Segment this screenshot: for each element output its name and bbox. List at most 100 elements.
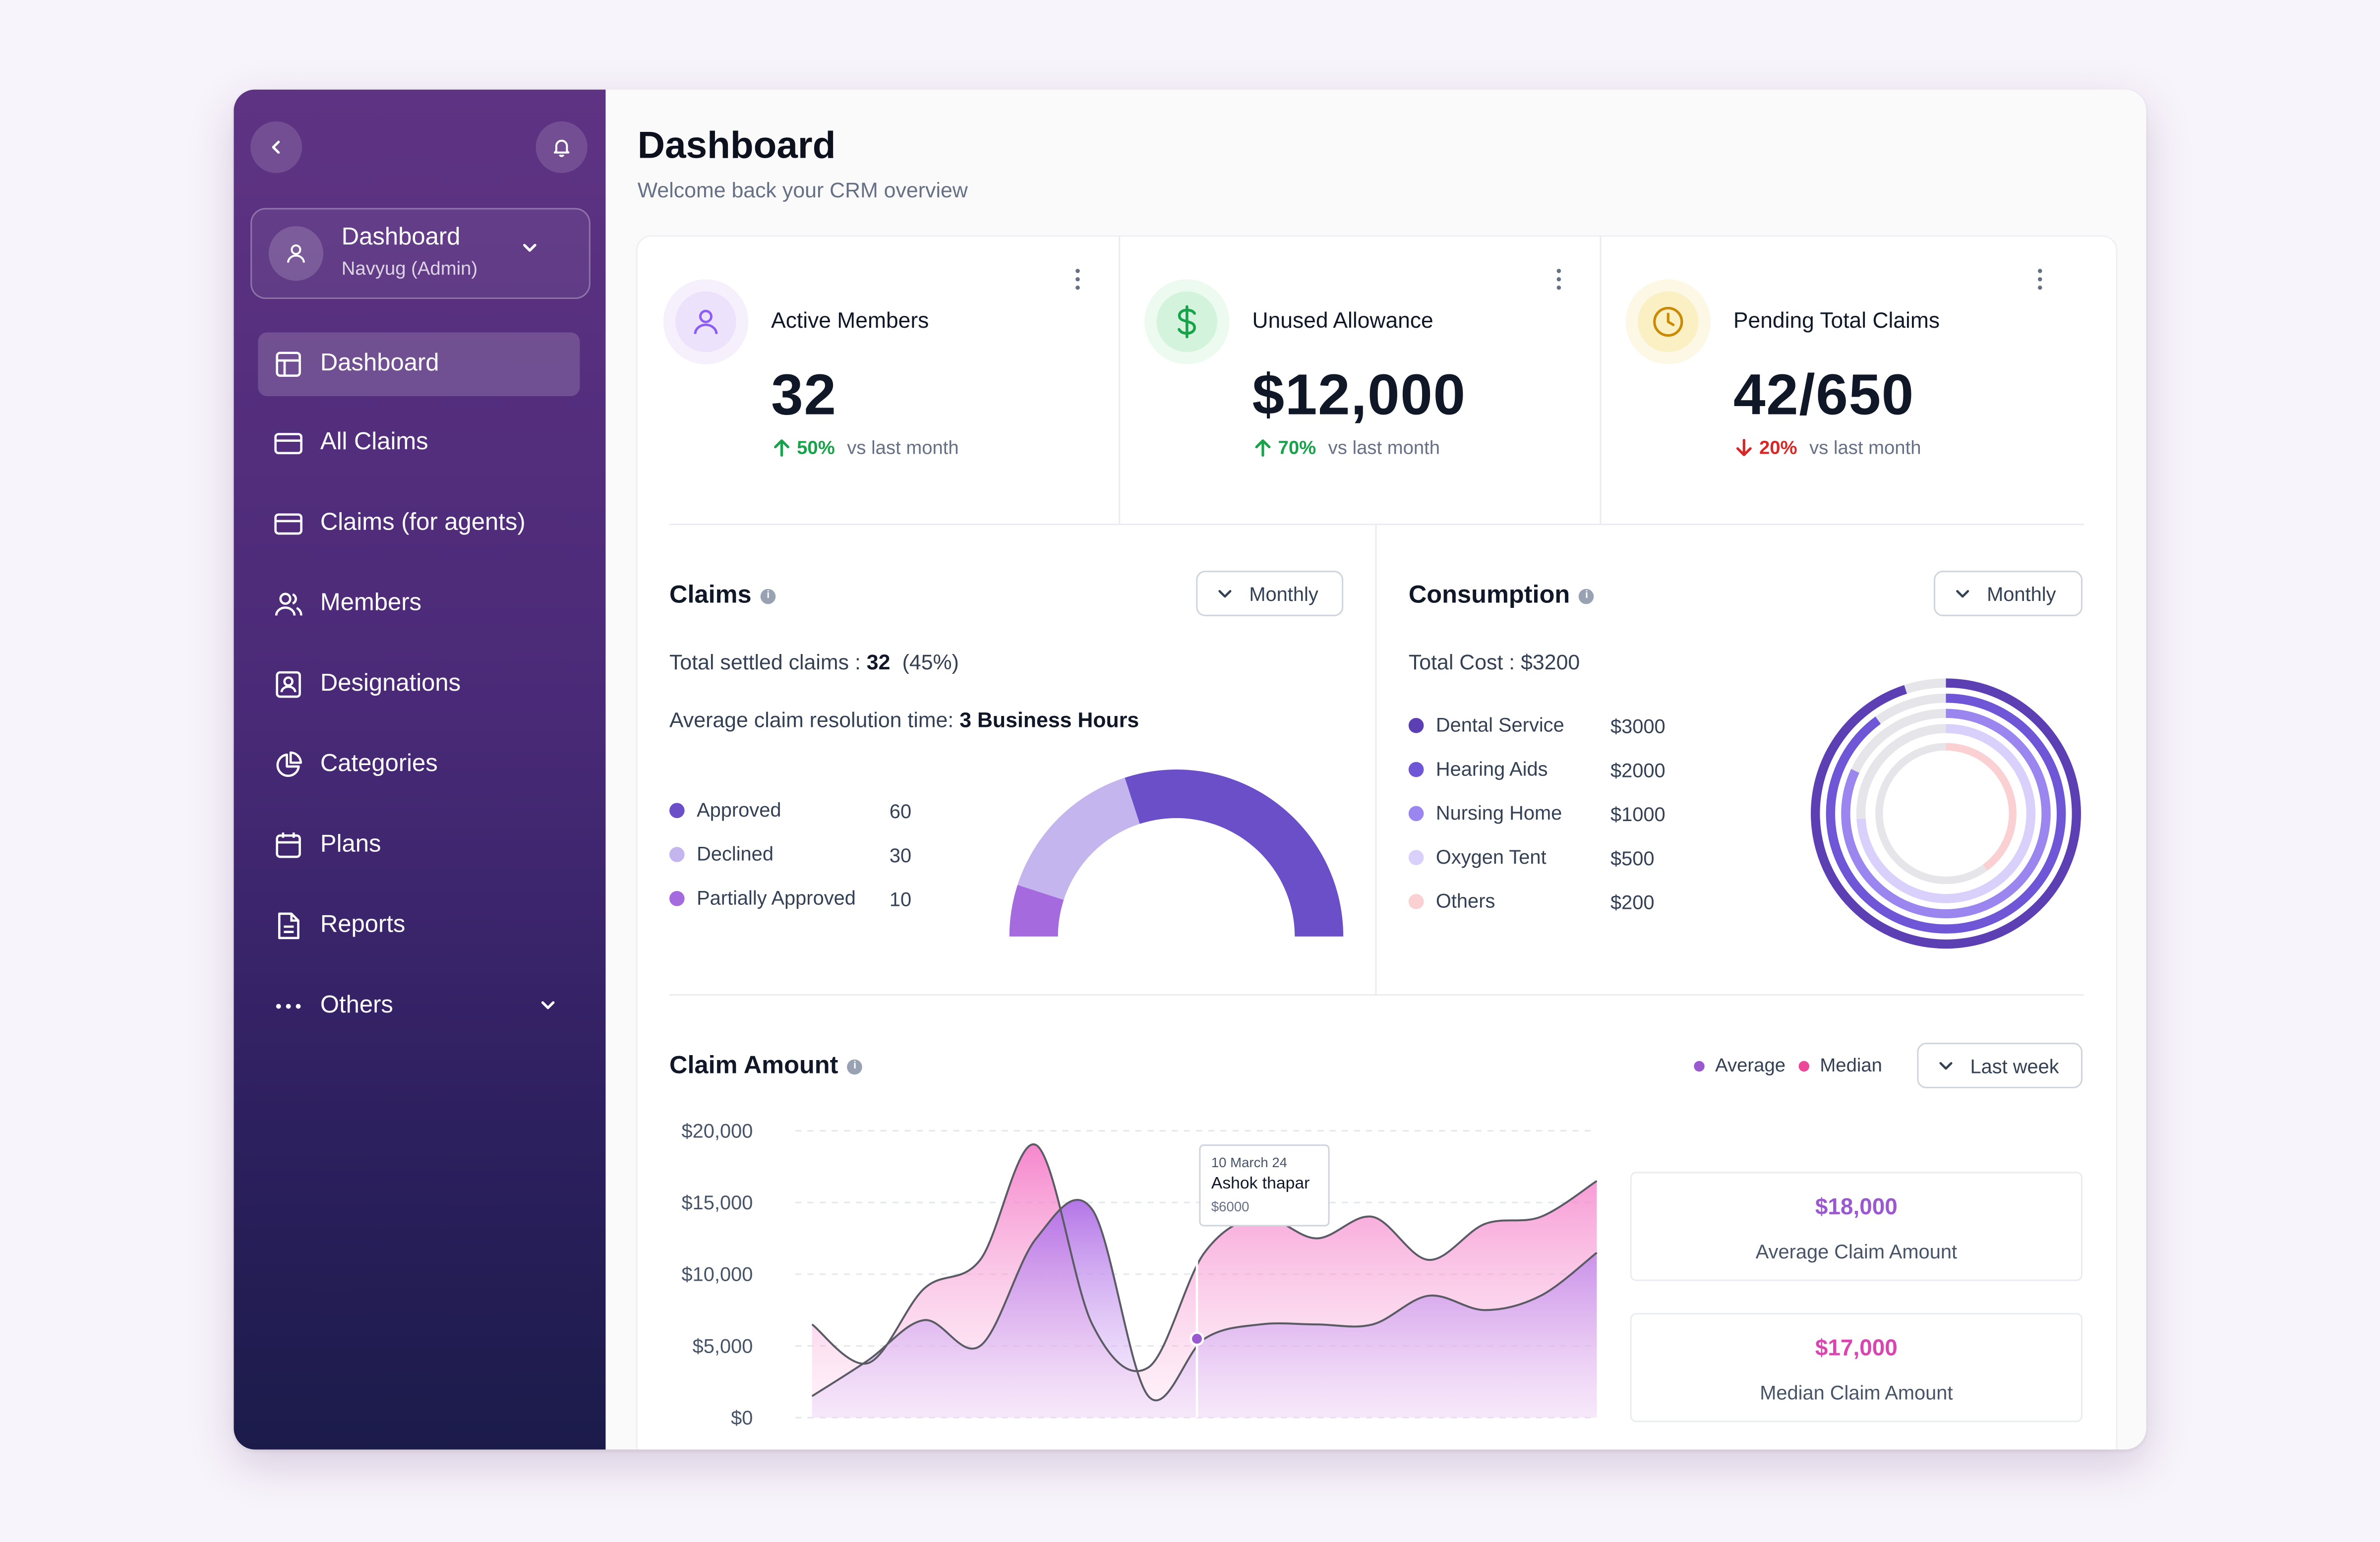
chevron-down-icon xyxy=(1954,585,1972,603)
sidebar-item-label: Designations xyxy=(320,671,461,697)
claim-amount-area-chart: $0 $5,000 $10,000 $15,000 $20,000 xyxy=(682,1120,1598,1429)
legend-label: Dental Service xyxy=(1435,713,1564,736)
layout-icon xyxy=(272,348,305,381)
gauge-segment-declined[interactable] xyxy=(1017,777,1140,900)
stat-trend: 20% vs last month xyxy=(1733,437,1921,458)
page-title: Dashboard xyxy=(637,124,836,167)
sidebar-item-label: Claims (for agents) xyxy=(320,510,526,536)
more-options-button[interactable] xyxy=(1070,264,1085,295)
legend-item-hearing-aids: Hearing Aids xyxy=(1408,758,1548,780)
sidebar-item-claims-for-agents[interactable]: Claims (for agents) xyxy=(258,492,580,556)
ring-hearing-aids[interactable] xyxy=(1826,693,2066,934)
stat-icon-ring xyxy=(663,279,749,364)
divider xyxy=(1600,237,1602,524)
sidebar-item-all-claims[interactable]: All Claims xyxy=(258,412,580,475)
median-claim-card: $17,000 Median Claim Amount xyxy=(1630,1312,2082,1423)
median-claim-label: Median Claim Amount xyxy=(1760,1381,1953,1404)
gauge-segment-approved[interactable] xyxy=(1125,770,1344,937)
legend-swatch xyxy=(1694,1060,1705,1071)
legend-item-dental-service: Dental Service xyxy=(1408,713,1564,736)
account-switcher[interactable]: Dashboard Navyug (Admin) xyxy=(250,208,591,299)
legend-item-approved: Approved xyxy=(669,798,781,821)
ring-others[interactable] xyxy=(1946,743,2017,871)
legend-swatch xyxy=(669,890,685,906)
main-content: Dashboard Welcome back your CRM overview… xyxy=(605,90,2146,1450)
stat-title: Unused Allowance xyxy=(1252,309,1433,334)
ring-dental-service[interactable] xyxy=(1811,678,2081,949)
sidebar-item-members[interactable]: Members xyxy=(258,572,580,636)
claim-amount-period-dropdown[interactable]: Last week xyxy=(1917,1043,2082,1088)
legend-value: $1000 xyxy=(1610,803,1666,826)
collapse-sidebar-button[interactable] xyxy=(250,121,302,173)
line-median[interactable] xyxy=(811,1143,1598,1372)
info-icon[interactable]: i xyxy=(1579,588,1595,603)
ring-oxygen-tent[interactable] xyxy=(1856,724,2036,903)
claims-semi-donut-chart xyxy=(1009,770,1344,937)
dropdown-value: Last week xyxy=(1970,1054,2059,1077)
legend-swatch xyxy=(1408,849,1424,865)
ring-nursing-home[interactable] xyxy=(1841,709,2051,919)
legend-label: Average xyxy=(1715,1055,1786,1076)
tooltip-name: Ashok thapar xyxy=(1211,1175,1310,1193)
legend-value: $3000 xyxy=(1610,714,1666,738)
stat-icon-ring xyxy=(1625,279,1711,364)
kebab-icon xyxy=(1556,269,1561,290)
median-claim-value: $17,000 xyxy=(1815,1335,1898,1362)
app-window: Dashboard Navyug (Admin) Dashboard All C… xyxy=(234,89,2146,1450)
info-icon[interactable]: i xyxy=(761,588,776,603)
legend-value: $2000 xyxy=(1610,759,1666,782)
y-tick-label: $5,000 xyxy=(693,1335,753,1357)
gauge-segment-partially-approved[interactable] xyxy=(1009,885,1064,937)
resolution-time-text: Average claim resolution time: 3 Busines… xyxy=(669,708,1139,732)
settled-claims-percent: (45%) xyxy=(902,650,959,674)
sidebar-item-label: Others xyxy=(320,993,393,1019)
pie-icon xyxy=(272,748,305,781)
y-tick-label: $0 xyxy=(731,1407,753,1429)
legend-item-average: Average xyxy=(1694,1055,1785,1076)
bell-icon xyxy=(553,139,570,157)
arrow-up-icon xyxy=(774,439,789,457)
consumption-section-title: Consumption i xyxy=(1409,581,1595,610)
legend-swatch xyxy=(1798,1060,1809,1071)
trend-percent: 70% xyxy=(1278,437,1316,459)
sidebar-item-designations[interactable]: Designations xyxy=(258,652,580,716)
hover-point[interactable] xyxy=(1190,1331,1204,1346)
dropdown-value: Monthly xyxy=(1987,582,2056,605)
kebab-icon xyxy=(1075,269,1080,290)
notifications-button[interactable] xyxy=(536,121,588,173)
dashboard-panel: Active Members 32 50% vs last month xyxy=(636,235,2118,1450)
legend-swatch xyxy=(1408,893,1424,909)
calendar-icon xyxy=(272,829,305,862)
settled-claims-label: Total settled claims : xyxy=(669,650,867,674)
stat-trend: 50% vs last month xyxy=(771,437,959,458)
settled-claims-text: Total settled claims : 32 (45%) xyxy=(669,650,959,674)
sidebar-item-reports[interactable]: Reports xyxy=(258,894,580,958)
stat-title: Active Members xyxy=(771,309,929,334)
legend-value: $200 xyxy=(1610,890,1655,914)
account-name: Dashboard xyxy=(341,225,461,251)
legend-item-median: Median xyxy=(1798,1055,1882,1076)
avatar xyxy=(268,226,324,281)
kebab-icon xyxy=(2038,269,2042,290)
legend-label: Oxygen Tent xyxy=(1435,845,1547,869)
sidebar-item-others[interactable]: Others xyxy=(258,974,580,1038)
claims-period-dropdown[interactable]: Monthly xyxy=(1196,571,1344,616)
legend-item-oxygen-tent: Oxygen Tent xyxy=(1408,845,1547,869)
dropdown-value: Monthly xyxy=(1249,582,1318,605)
document-icon xyxy=(272,909,305,943)
sidebar-item-categories[interactable]: Categories xyxy=(258,733,580,797)
more-options-button[interactable] xyxy=(2032,264,2048,295)
stat-trend: 70% vs last month xyxy=(1252,437,1440,459)
claims-title: Claims xyxy=(669,581,752,609)
divider xyxy=(1375,524,1377,996)
chevron-down-icon xyxy=(1937,1057,1955,1075)
resolution-label: Average claim resolution time: xyxy=(669,707,960,732)
line-average[interactable] xyxy=(811,1198,1598,1402)
sidebar-item-dashboard[interactable]: Dashboard xyxy=(258,332,580,396)
sidebar-item-plans[interactable]: Plans xyxy=(258,814,580,878)
info-icon[interactable]: i xyxy=(847,1059,863,1074)
area-average xyxy=(812,1199,1597,1418)
more-options-button[interactable] xyxy=(1551,264,1567,295)
sidebar-item-label: Dashboard xyxy=(320,351,439,377)
consumption-period-dropdown[interactable]: Monthly xyxy=(1934,571,2082,616)
